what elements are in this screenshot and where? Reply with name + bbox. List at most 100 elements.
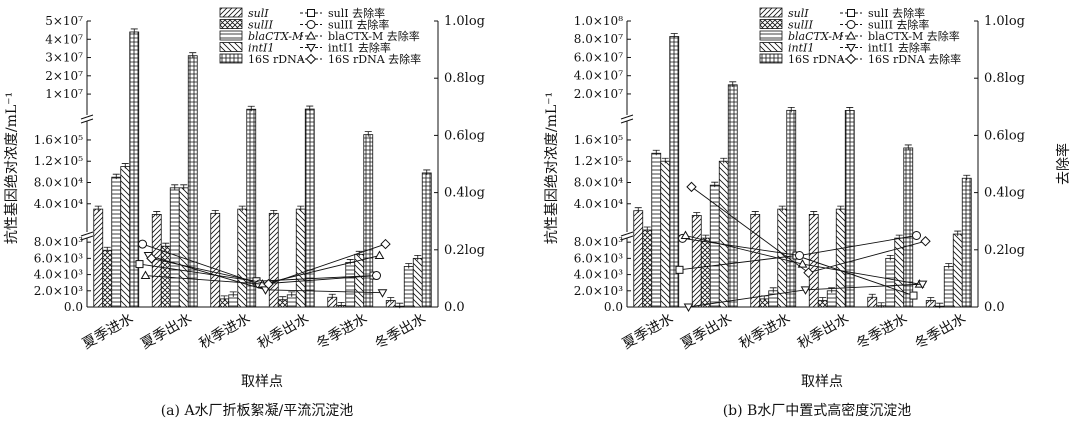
bar-blaCTX-M — [768, 290, 779, 308]
bar-sulI — [93, 208, 104, 308]
x-tick-label: 夏季出水 — [678, 311, 734, 353]
legend-swatch — [759, 7, 783, 18]
y-tick-label: 0.0 — [64, 300, 83, 314]
legend-label: 16S rDNA 去除率 — [328, 52, 421, 66]
legend-marker — [846, 30, 856, 40]
y-axis-label: 抗性基因绝对浓度/mL⁻¹ — [543, 92, 560, 244]
y-tick-label: 6.0×10³ — [574, 251, 623, 265]
error-bar — [837, 205, 845, 212]
y-tick-label: 6.0×10³ — [34, 251, 83, 265]
error-bar — [121, 163, 129, 169]
error-bar — [423, 169, 431, 175]
legend-swatch — [219, 53, 243, 64]
y-tick-label: 0.0 — [604, 300, 623, 314]
legend-label: 16S rDNA — [248, 53, 306, 66]
legend-label: intI1 — [788, 42, 814, 55]
error-bar — [288, 291, 296, 297]
y2-tick-label: 0.4log — [444, 186, 485, 201]
error-bar — [171, 184, 179, 190]
y2-tick-label: 1.0log — [444, 14, 485, 29]
x-tick-label: 冬季进水 — [854, 311, 910, 353]
error-bar — [819, 297, 827, 303]
legend-marker — [846, 20, 856, 29]
error-bar — [229, 291, 237, 297]
legend-swatch — [219, 19, 243, 29]
axis-break-mark — [620, 231, 634, 241]
removal-point — [680, 230, 691, 239]
bar-sulI — [268, 212, 279, 308]
bar-blaCTX-M — [169, 187, 180, 308]
error-bar — [936, 302, 944, 309]
panel-a-title: (a) A水厂折板絮凝/平流沉淀池 — [161, 402, 354, 419]
x-tick-label: 冬季出水 — [372, 311, 428, 353]
bar-blaCTX-M — [345, 262, 356, 308]
bar-sulI — [210, 212, 221, 308]
panel-a-xlabel: 取样点 — [241, 374, 283, 390]
error-bar — [364, 131, 372, 137]
error-bar — [769, 287, 777, 293]
error-bar — [661, 157, 669, 164]
legend-swatch — [759, 30, 783, 41]
removal-point — [380, 238, 391, 250]
y-tick-label: 8.0×10⁷ — [574, 32, 623, 46]
bar-intI1 — [952, 233, 963, 308]
removal-point — [683, 303, 694, 313]
y-tick-label: 1.2×10⁵ — [34, 154, 83, 168]
bar-16S-rDNA — [363, 134, 374, 308]
legend-swatch — [759, 53, 783, 64]
error-bar — [112, 173, 120, 180]
axis-break-gap — [82, 232, 92, 238]
error-bar — [711, 181, 719, 188]
y-tick-label: 1.0×10⁸ — [574, 14, 623, 28]
panel-a: (a) A水厂折板絮凝/平流沉淀池 取样点 0.0 2.0×10³ 4.0×10³ 6… — [3, 6, 485, 419]
removal-point — [917, 280, 928, 290]
error-bar — [954, 230, 962, 237]
error-bar — [778, 205, 786, 212]
legend-label: sulII — [248, 19, 274, 32]
error-bar — [387, 297, 395, 303]
bar-blaCTX-M — [826, 290, 837, 308]
legend-label: sulII 去除率 — [868, 18, 929, 32]
removal-point — [374, 250, 385, 260]
y-tick-label: 6.0×10⁷ — [574, 50, 623, 64]
y-tick-label: 4.0×10⁴ — [34, 197, 83, 211]
x-tick-label: 秋季进水 — [197, 311, 253, 353]
legend-label: sulI 去除率 — [868, 6, 925, 20]
error-bar — [868, 293, 876, 300]
legend-label: sulII — [788, 19, 814, 32]
legend-marker — [306, 44, 316, 53]
removal-point — [686, 181, 697, 193]
bar-intI1 — [178, 187, 189, 308]
error-bar — [652, 149, 660, 156]
error-bar — [328, 293, 336, 300]
error-bar — [270, 209, 278, 216]
removal-point — [912, 231, 921, 240]
y-tick-label: 4.0×10³ — [574, 268, 623, 282]
error-bar — [346, 259, 354, 265]
legend-swatch — [219, 42, 243, 52]
panel-b-xlabel: 取样点 — [801, 374, 843, 390]
error-bar — [103, 246, 111, 253]
y-tick-label: 2.0×10⁷ — [574, 87, 623, 101]
y-tick-label: 3×10⁷ — [45, 51, 83, 65]
removal-point — [803, 267, 814, 278]
error-bar — [247, 105, 255, 112]
error-bar — [846, 107, 854, 113]
error-bar — [945, 263, 953, 269]
error-bar — [238, 205, 246, 212]
legend-swatch — [219, 30, 243, 41]
axis-break-gap — [622, 232, 632, 238]
error-bar — [787, 106, 795, 113]
error-bar — [180, 184, 188, 190]
bar-16S-rDNA — [961, 177, 972, 308]
error-bar — [220, 295, 228, 301]
bar-16S-rDNA — [844, 110, 855, 308]
error-bar — [279, 296, 287, 302]
y-tick-label: 8.0×10³ — [34, 235, 83, 249]
error-bar — [153, 211, 161, 217]
legend-swatch — [759, 19, 783, 29]
axis-break-gap — [622, 115, 632, 121]
error-bar — [396, 302, 404, 309]
y2-tick-label: 1.0log — [984, 14, 1025, 29]
x-tick-label: 夏季进水 — [80, 311, 136, 353]
